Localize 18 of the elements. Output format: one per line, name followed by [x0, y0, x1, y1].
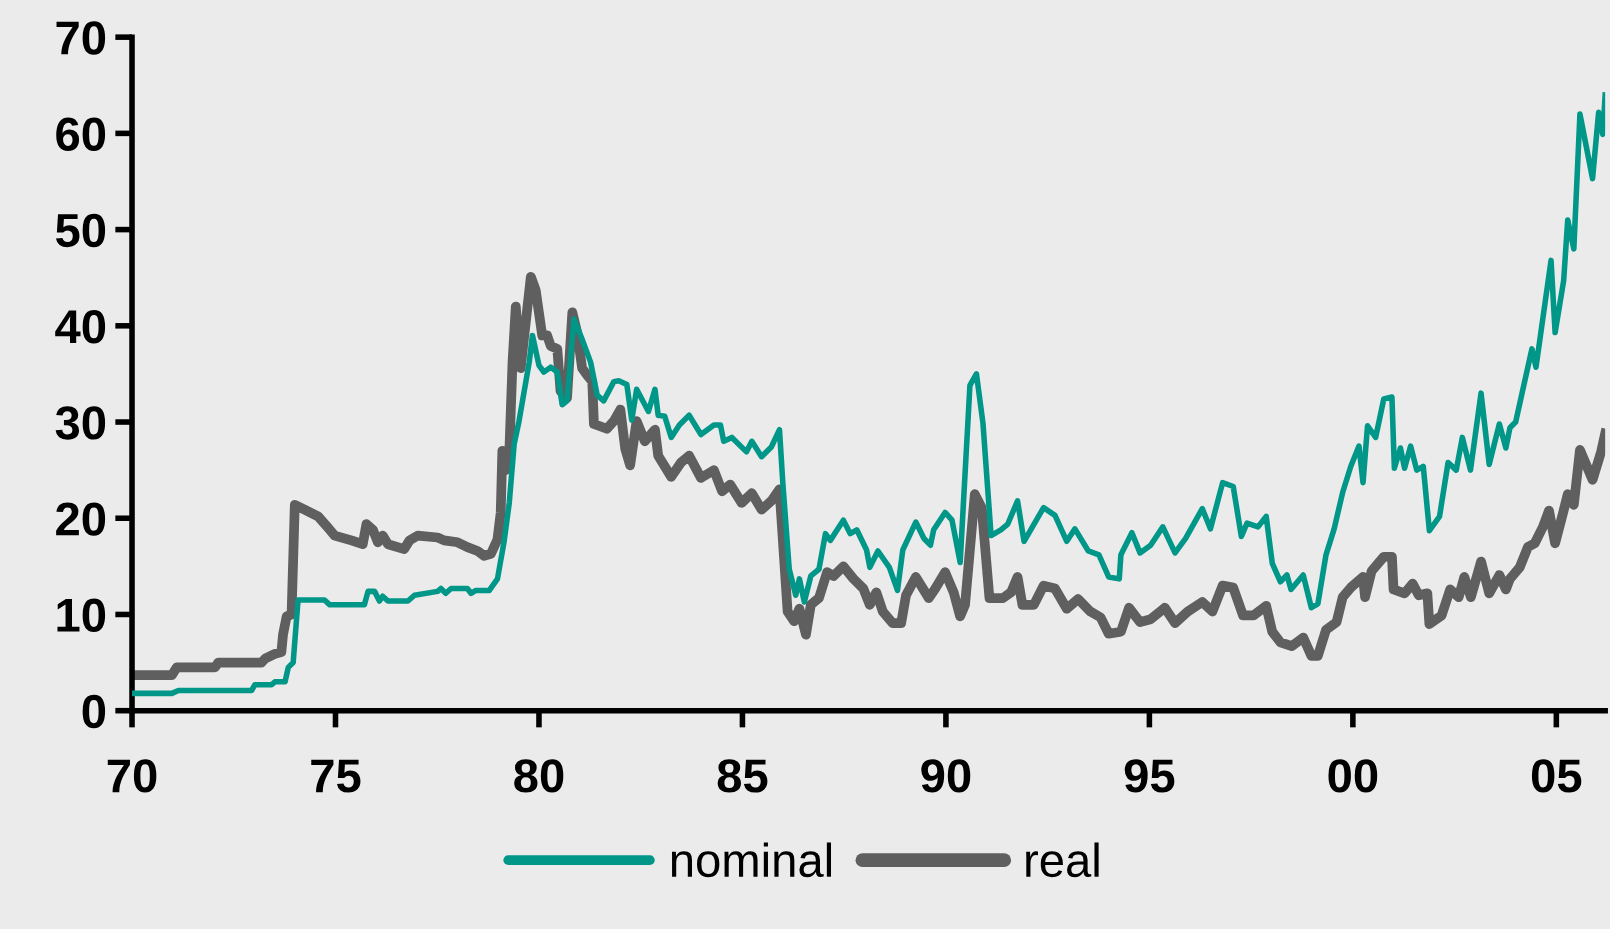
y-tick-label: 50: [55, 213, 106, 248]
y-tick-label: 40: [55, 309, 106, 344]
legend-label: real: [1026, 842, 1099, 878]
x-tick-label: 80: [514, 759, 564, 793]
y-tick-label: 0: [82, 694, 106, 729]
x-tick-label: 00: [1328, 759, 1378, 793]
x-tick-label: 95: [1124, 759, 1175, 793]
y-tick-label: 30: [55, 406, 106, 440]
x-tick-label: 85: [717, 759, 768, 793]
y-tick-label: 10: [57, 598, 106, 633]
x-tick-label: 90: [921, 759, 971, 793]
x-tick-label: 05: [1531, 759, 1582, 793]
legend-label: nominal: [671, 842, 831, 878]
y-tick-label: 70: [56, 21, 106, 55]
x-tick-label: 75: [311, 759, 361, 793]
y-tick-label: 60: [56, 117, 106, 151]
x-tick-label: 70: [107, 759, 157, 793]
y-tick-label: 20: [56, 502, 106, 536]
